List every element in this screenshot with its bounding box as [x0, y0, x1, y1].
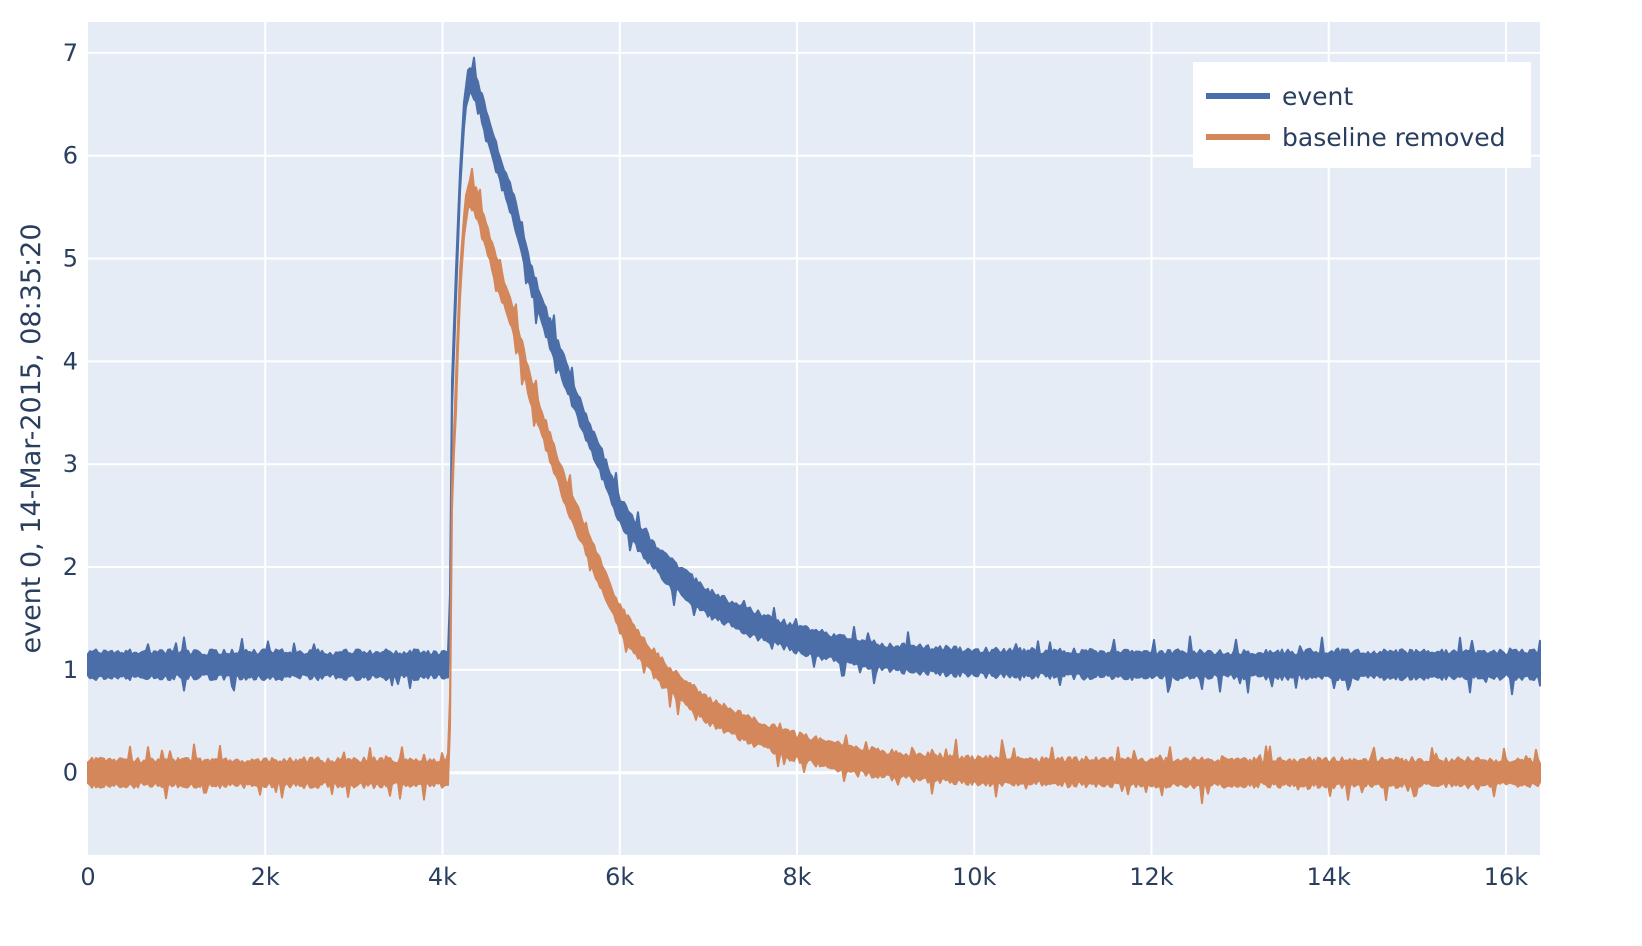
x-tick-label: 2k — [251, 863, 280, 891]
x-tick-label: 4k — [428, 863, 457, 891]
x-tick-label: 10k — [952, 863, 997, 891]
legend-item[interactable]: baseline removed — [1206, 123, 1505, 152]
y-tick-label: 4 — [63, 347, 78, 375]
x-axis: 0 2k 4k 6k 8k 10k 12k 14k 16k — [80, 863, 1528, 891]
y-axis: 0 1 2 3 4 5 6 7 — [63, 39, 78, 787]
x-tick-label: 16k — [1484, 863, 1529, 891]
y-tick-label: 0 — [63, 759, 78, 787]
y-tick-label: 1 — [63, 656, 78, 684]
y-tick-label: 6 — [63, 142, 78, 170]
y-axis-title: event 0, 14-Mar-2015, 08:35:20 — [16, 223, 47, 653]
legend-box — [1193, 62, 1531, 168]
series-event — [87, 56, 1541, 696]
x-tick-label: 8k — [782, 863, 811, 891]
x-tick-label: 6k — [605, 863, 634, 891]
x-tick-label: 14k — [1307, 863, 1352, 891]
y-tick-label: 2 — [63, 553, 78, 581]
legend-item[interactable]: event — [1206, 82, 1353, 111]
legend-label: event — [1282, 82, 1353, 111]
y-tick-label: 3 — [63, 450, 78, 478]
series-layer — [87, 56, 1541, 805]
series-baseline-removed — [87, 167, 1541, 805]
x-tick-label: 12k — [1129, 863, 1174, 891]
y-tick-label: 7 — [63, 39, 78, 67]
x-tick-label: 0 — [80, 863, 95, 891]
legend-label: baseline removed — [1282, 123, 1505, 152]
y-tick-label: 5 — [63, 245, 78, 273]
legend[interactable]: event baseline removed — [1193, 62, 1531, 168]
